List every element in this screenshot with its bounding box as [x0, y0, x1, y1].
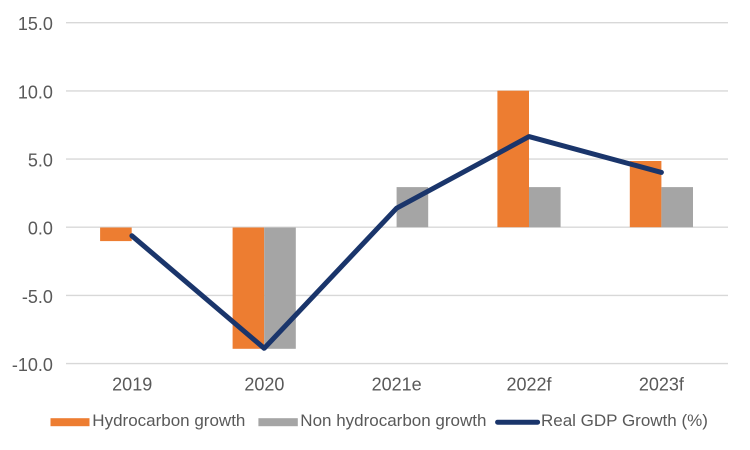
svg-text:Hydrocarbon growth: Hydrocarbon growth: [92, 411, 245, 430]
svg-text:Non hydrocarbon growth: Non hydrocarbon growth: [300, 411, 486, 430]
svg-text:2022f: 2022f: [506, 375, 552, 395]
svg-text:-10.0: -10.0: [12, 355, 53, 375]
svg-text:2023f: 2023f: [639, 375, 685, 395]
svg-text:Real GDP Growth (%): Real GDP Growth (%): [541, 411, 708, 430]
svg-text:15.0: 15.0: [18, 14, 53, 34]
svg-text:2021e: 2021e: [372, 375, 422, 395]
svg-text:0.0: 0.0: [28, 219, 53, 239]
svg-text:2019: 2019: [112, 375, 152, 395]
svg-text:5.0: 5.0: [28, 151, 53, 171]
svg-text:-5.0: -5.0: [22, 287, 53, 307]
svg-text:2020: 2020: [244, 375, 284, 395]
svg-text:10.0: 10.0: [18, 82, 53, 102]
